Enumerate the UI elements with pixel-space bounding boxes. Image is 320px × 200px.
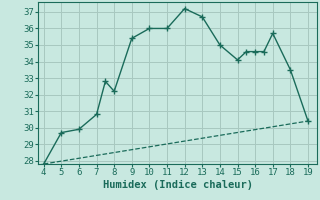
X-axis label: Humidex (Indice chaleur): Humidex (Indice chaleur): [103, 180, 252, 190]
